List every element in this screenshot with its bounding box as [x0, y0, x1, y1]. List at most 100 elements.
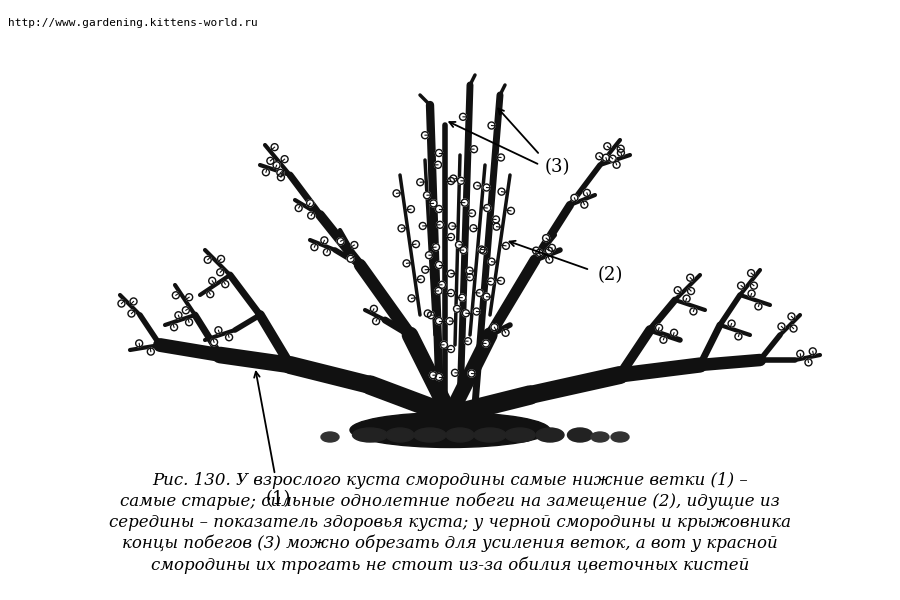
Circle shape: [796, 350, 804, 358]
Circle shape: [263, 169, 269, 176]
Text: Рис. 130. У взрослого куста смородины самые нижние ветки (1) –: Рис. 130. У взрослого куста смородины са…: [152, 472, 748, 489]
Circle shape: [347, 255, 355, 262]
Circle shape: [430, 200, 437, 207]
Circle shape: [338, 238, 344, 245]
Circle shape: [536, 250, 543, 256]
Ellipse shape: [474, 428, 506, 442]
Circle shape: [498, 277, 504, 284]
Circle shape: [185, 319, 193, 326]
Ellipse shape: [386, 428, 414, 442]
Circle shape: [468, 370, 475, 377]
Circle shape: [438, 281, 446, 289]
Circle shape: [446, 317, 453, 325]
Circle shape: [185, 294, 193, 301]
Circle shape: [748, 269, 754, 277]
Circle shape: [755, 303, 762, 310]
Circle shape: [217, 269, 224, 276]
Circle shape: [790, 325, 797, 332]
Circle shape: [480, 247, 487, 254]
Text: смородины их трогать не стоит из-за обилия цветочных кистей: смородины их трогать не стоит из-за обил…: [151, 556, 749, 574]
Ellipse shape: [568, 428, 592, 442]
Circle shape: [448, 223, 455, 230]
Circle shape: [428, 311, 435, 319]
Circle shape: [476, 290, 483, 296]
Circle shape: [473, 308, 480, 315]
Circle shape: [408, 206, 414, 212]
Circle shape: [422, 266, 428, 273]
Circle shape: [452, 370, 458, 376]
Ellipse shape: [353, 428, 388, 442]
Circle shape: [602, 154, 609, 161]
Circle shape: [690, 308, 697, 315]
Circle shape: [412, 241, 419, 248]
Circle shape: [273, 162, 280, 169]
Circle shape: [267, 157, 274, 164]
Ellipse shape: [446, 428, 474, 442]
Text: самые старые; сильные однолетние побеги на замещение (2), идущие из: самые старые; сильные однолетние побеги …: [120, 493, 780, 511]
Circle shape: [351, 242, 358, 248]
Circle shape: [483, 184, 490, 191]
Circle shape: [463, 310, 470, 317]
Circle shape: [277, 169, 284, 176]
Circle shape: [583, 190, 590, 196]
Circle shape: [435, 161, 442, 169]
Circle shape: [447, 289, 454, 296]
Circle shape: [613, 161, 620, 168]
Text: http://www.gardening.kittens-world.ru: http://www.gardening.kittens-world.ru: [8, 18, 257, 28]
Circle shape: [457, 178, 464, 184]
Circle shape: [488, 122, 495, 129]
Circle shape: [670, 329, 678, 336]
Circle shape: [207, 290, 214, 298]
Circle shape: [417, 179, 424, 186]
Circle shape: [748, 290, 755, 297]
Circle shape: [464, 338, 472, 344]
Circle shape: [470, 225, 477, 232]
Circle shape: [466, 267, 473, 274]
Circle shape: [491, 323, 498, 331]
Circle shape: [281, 155, 288, 163]
Circle shape: [436, 262, 443, 269]
Circle shape: [488, 278, 494, 285]
Circle shape: [295, 205, 302, 212]
Circle shape: [545, 247, 553, 254]
Circle shape: [436, 317, 443, 325]
Circle shape: [373, 317, 380, 325]
Circle shape: [482, 340, 490, 347]
Circle shape: [674, 287, 681, 294]
Circle shape: [307, 200, 313, 207]
Circle shape: [447, 178, 454, 185]
Circle shape: [204, 256, 212, 263]
Circle shape: [483, 205, 490, 212]
Circle shape: [128, 310, 135, 317]
Circle shape: [546, 256, 553, 263]
Circle shape: [728, 320, 735, 327]
Circle shape: [460, 247, 467, 254]
Circle shape: [498, 154, 505, 161]
Circle shape: [751, 282, 758, 289]
Text: концы побегов (3) можно обрезать для усиления веток, а вот у красной: концы побегов (3) можно обрезать для уси…: [122, 535, 778, 553]
Text: (3): (3): [545, 158, 571, 176]
Circle shape: [447, 346, 454, 352]
Circle shape: [218, 256, 224, 262]
Circle shape: [617, 145, 625, 152]
Circle shape: [788, 313, 795, 320]
Circle shape: [310, 244, 318, 251]
Circle shape: [533, 247, 540, 254]
Circle shape: [454, 305, 461, 313]
Circle shape: [436, 221, 444, 229]
Circle shape: [617, 149, 625, 156]
Circle shape: [171, 324, 177, 331]
Circle shape: [502, 242, 509, 250]
Circle shape: [604, 143, 611, 150]
Circle shape: [271, 143, 278, 151]
Circle shape: [118, 300, 125, 307]
Circle shape: [493, 223, 500, 230]
Circle shape: [419, 223, 427, 229]
Circle shape: [738, 282, 744, 289]
Circle shape: [478, 246, 485, 253]
Circle shape: [469, 209, 475, 217]
Circle shape: [398, 225, 405, 232]
Circle shape: [148, 348, 154, 355]
Circle shape: [440, 341, 447, 349]
Circle shape: [429, 371, 436, 379]
